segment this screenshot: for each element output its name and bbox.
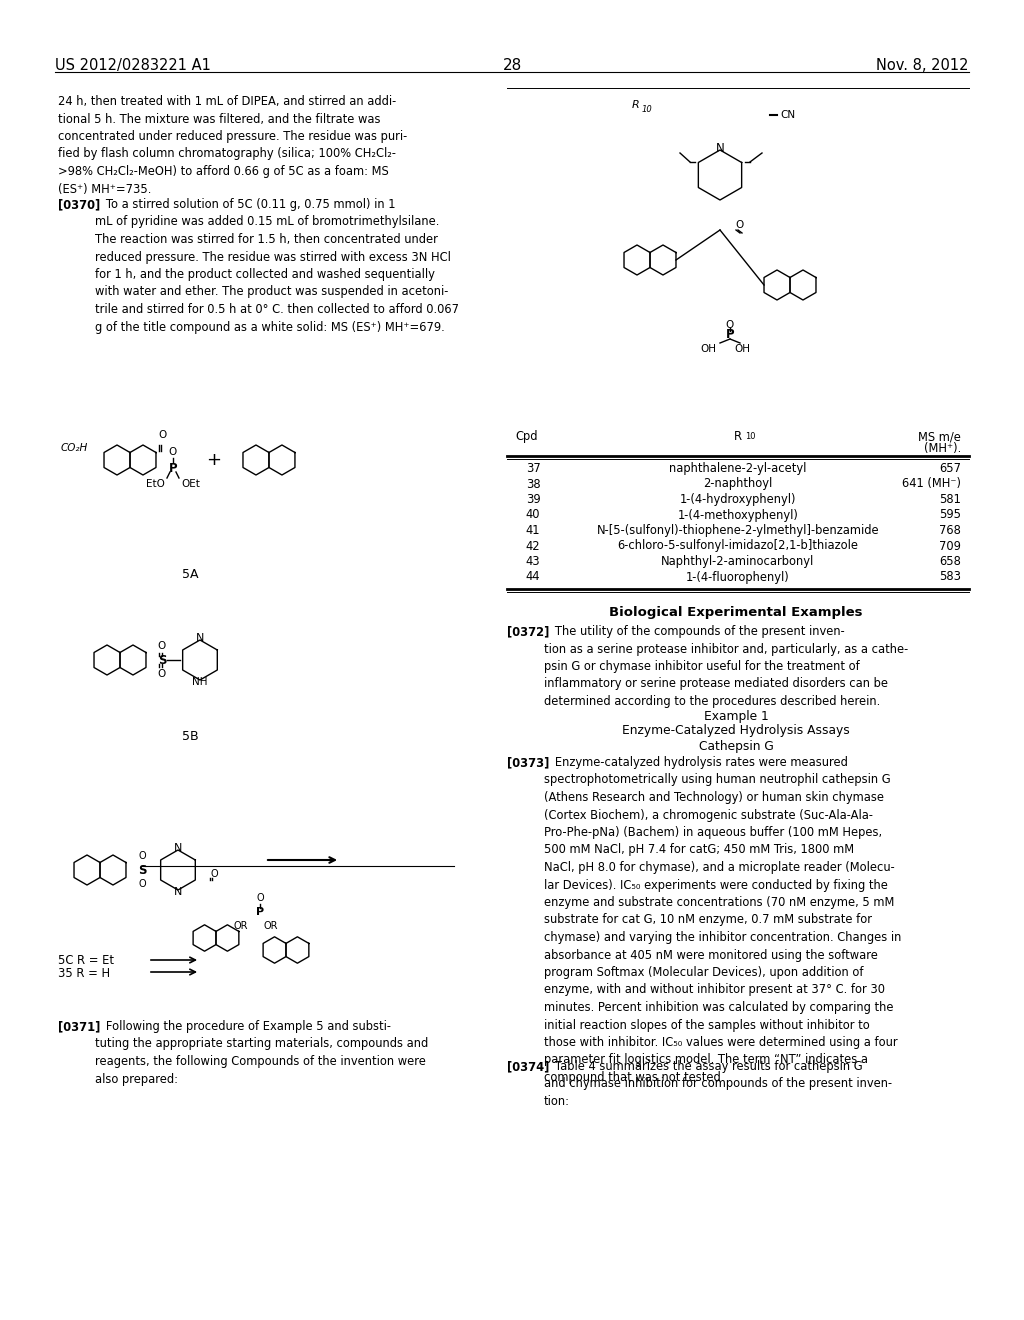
Text: 35 R = H: 35 R = H — [58, 968, 111, 979]
Text: 28: 28 — [503, 58, 521, 73]
Text: N: N — [174, 887, 182, 898]
Text: 39: 39 — [525, 492, 541, 506]
Text: EtO: EtO — [146, 479, 165, 488]
Text: NH: NH — [193, 677, 208, 686]
Text: O: O — [736, 220, 744, 230]
Text: OR: OR — [233, 921, 248, 931]
Text: Biological Experimental Examples: Biological Experimental Examples — [609, 606, 863, 619]
Text: 6-chloro-5-sulfonyl-imidazo[2,1-b]thiazole: 6-chloro-5-sulfonyl-imidazo[2,1-b]thiazo… — [617, 540, 858, 553]
Text: O: O — [169, 447, 177, 457]
Text: 2-naphthoyl: 2-naphthoyl — [703, 478, 773, 491]
Text: R: R — [632, 100, 640, 110]
Text: 10: 10 — [642, 106, 652, 114]
Text: O: O — [210, 869, 218, 879]
Text: 1-(4-fluorophenyl): 1-(4-fluorophenyl) — [686, 570, 790, 583]
Text: O: O — [158, 642, 166, 651]
Text: 641 (MH⁻): 641 (MH⁻) — [902, 478, 961, 491]
Text: The utility of the compounds of the present inven-
tion as a serine protease inh: The utility of the compounds of the pres… — [544, 624, 908, 708]
Text: 581: 581 — [939, 492, 961, 506]
Text: O: O — [159, 429, 167, 440]
Text: (MH⁺).: (MH⁺). — [924, 442, 961, 455]
Text: P: P — [256, 907, 264, 917]
Text: 768: 768 — [939, 524, 961, 537]
Text: 5B: 5B — [181, 730, 199, 743]
Text: 709: 709 — [939, 540, 961, 553]
Text: 37: 37 — [525, 462, 541, 475]
Text: 10: 10 — [745, 432, 756, 441]
Text: MS m/e: MS m/e — [919, 430, 961, 444]
Text: O: O — [726, 319, 734, 330]
Text: 658: 658 — [939, 554, 961, 568]
Text: OEt: OEt — [181, 479, 200, 488]
Text: S: S — [138, 863, 146, 876]
Text: P: P — [169, 462, 177, 474]
Text: 43: 43 — [525, 554, 541, 568]
Text: naphthalene-2-yl-acetyl: naphthalene-2-yl-acetyl — [670, 462, 807, 475]
Text: 5C R = Et: 5C R = Et — [58, 954, 114, 968]
Text: CO₂H: CO₂H — [60, 444, 88, 453]
Text: Nov. 8, 2012: Nov. 8, 2012 — [877, 58, 969, 73]
Text: Naphthyl-2-aminocarbonyl: Naphthyl-2-aminocarbonyl — [662, 554, 815, 568]
Text: 40: 40 — [525, 508, 541, 521]
Text: +: + — [207, 451, 221, 469]
Text: 657: 657 — [939, 462, 961, 475]
Text: S: S — [158, 653, 166, 667]
Text: 42: 42 — [525, 540, 541, 553]
Text: Following the procedure of Example 5 and substi-
tuting the appropriate starting: Following the procedure of Example 5 and… — [95, 1020, 428, 1085]
Text: O: O — [158, 669, 166, 678]
Text: 38: 38 — [525, 478, 541, 491]
Text: Example 1: Example 1 — [703, 710, 768, 723]
Text: Enzyme-catalyzed hydrolysis rates were measured
spectrophotometrically using hum: Enzyme-catalyzed hydrolysis rates were m… — [544, 756, 901, 1084]
Text: N: N — [716, 141, 724, 154]
Text: 583: 583 — [939, 570, 961, 583]
Text: OH: OH — [734, 345, 750, 354]
Text: 24 h, then treated with 1 mL of DIPEA, and stirred an addi-
tional 5 h. The mixt: 24 h, then treated with 1 mL of DIPEA, a… — [58, 95, 408, 195]
Text: [0370]: [0370] — [58, 198, 100, 211]
Text: [0372]: [0372] — [507, 624, 549, 638]
Text: 595: 595 — [939, 508, 961, 521]
Text: N-[5-(sulfonyl)-thiophene-2-ylmethyl]-benzamide: N-[5-(sulfonyl)-thiophene-2-ylmethyl]-be… — [597, 524, 880, 537]
Text: 5A: 5A — [181, 568, 199, 581]
Text: 1-(4-methoxyphenyl): 1-(4-methoxyphenyl) — [678, 508, 799, 521]
Text: N: N — [196, 634, 204, 643]
Text: P: P — [726, 329, 734, 342]
Text: R: R — [734, 430, 742, 444]
Text: OH: OH — [700, 345, 716, 354]
Text: O: O — [138, 851, 145, 861]
Text: O: O — [138, 879, 145, 888]
Text: O: O — [256, 894, 264, 903]
Text: [0371]: [0371] — [58, 1020, 100, 1034]
Text: CN: CN — [780, 110, 795, 120]
Text: 1-(4-hydroxyphenyl): 1-(4-hydroxyphenyl) — [680, 492, 797, 506]
Text: US 2012/0283221 A1: US 2012/0283221 A1 — [55, 58, 211, 73]
Text: [0374]: [0374] — [507, 1060, 549, 1073]
Text: 41: 41 — [525, 524, 541, 537]
Text: Table 4 summarizes the assay results for cathepsin G
and chymase inhibition for : Table 4 summarizes the assay results for… — [544, 1060, 892, 1107]
Text: To a stirred solution of 5C (0.11 g, 0.75 mmol) in 1
mL of pyridine was added 0.: To a stirred solution of 5C (0.11 g, 0.7… — [95, 198, 459, 334]
Text: [0373]: [0373] — [507, 756, 549, 770]
Text: Cathepsin G: Cathepsin G — [698, 741, 773, 752]
Text: 44: 44 — [525, 570, 541, 583]
Text: Cpd: Cpd — [515, 430, 538, 444]
Text: N: N — [174, 843, 182, 853]
Text: OR: OR — [264, 921, 279, 931]
Text: Enzyme-Catalyzed Hydrolysis Assays: Enzyme-Catalyzed Hydrolysis Assays — [623, 723, 850, 737]
